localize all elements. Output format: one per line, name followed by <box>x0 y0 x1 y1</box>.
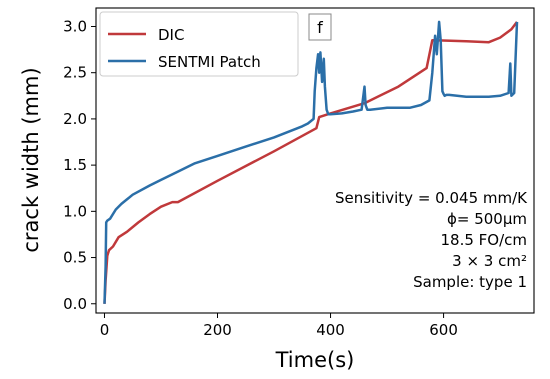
legend-box <box>99 11 299 77</box>
y-tick-label: 1.5 <box>63 156 87 174</box>
y-tick-label: 1.0 <box>63 202 87 220</box>
panel-label-box <box>308 13 332 41</box>
annotation-density: 18.5 FO/cm <box>440 231 527 249</box>
legend-label-dic: DIC <box>158 26 184 44</box>
legend: DIC SENTMI Patch <box>99 11 299 77</box>
plot-frame <box>95 7 535 314</box>
x-axis-label: Time(s) <box>275 348 355 372</box>
annotation-diameter: ϕ= 500μm <box>447 210 527 228</box>
y-tick-label: 2.5 <box>63 64 87 82</box>
x-tick-label: 0 <box>100 321 110 339</box>
y-tick-label: 0.5 <box>63 249 87 267</box>
annotation-area: 3 × 3 cm² <box>452 252 527 270</box>
legend-label-sentmi: SENTMI Patch <box>158 53 261 71</box>
y-ticks: 0.0 0.5 1.0 1.5 2.0 2.5 3.0 <box>63 17 96 313</box>
series-line-dic <box>103 21 518 304</box>
x-tick-label: 400 <box>316 321 345 339</box>
annotation-block: Sensitivity = 0.045 mm/K ϕ= 500μm 18.5 F… <box>335 189 528 291</box>
y-tick-label: 0.0 <box>63 295 87 313</box>
annotation-sensitivity: Sensitivity = 0.045 mm/K <box>335 189 528 207</box>
annotation-sample: Sample: type 1 <box>413 273 527 291</box>
y-tick-label: 2.0 <box>63 110 87 128</box>
panel-label-text: f <box>317 18 323 37</box>
panel-label: f <box>308 13 332 41</box>
series-line-sentmi-patch <box>103 20 519 304</box>
x-tick-label: 600 <box>429 321 458 339</box>
x-tick-label: 200 <box>203 321 232 339</box>
x-ticks: 0 200 400 600 <box>100 313 458 339</box>
y-axis-label: crack width (mm) <box>19 67 43 252</box>
y-tick-label: 3.0 <box>63 17 87 35</box>
series-lines <box>103 20 519 304</box>
